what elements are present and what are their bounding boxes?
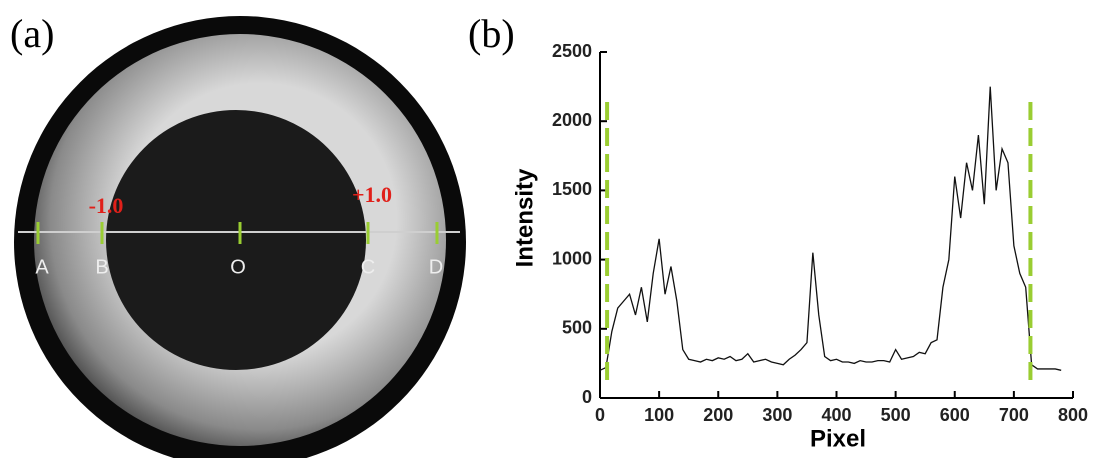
point-label: A — [35, 256, 49, 278]
y-tick-label: 2000 — [552, 110, 592, 130]
x-axis-label: Pixel — [810, 425, 866, 452]
y-tick-label: 1500 — [552, 179, 592, 199]
point-label: C — [361, 256, 375, 278]
scale-label: +1.0 — [352, 182, 392, 207]
panel-label: (a) — [10, 11, 54, 56]
x-tick-label: 400 — [821, 405, 851, 425]
panel-label: (b) — [468, 11, 515, 56]
x-tick-label: 100 — [644, 405, 674, 425]
panel-b: (b) Pixel Intensity 05001000150020002500… — [468, 11, 1088, 452]
scale-label: -1.0 — [89, 193, 124, 218]
y-axis-label: Intensity — [511, 168, 538, 267]
point-label: O — [230, 256, 246, 278]
point-label: D — [429, 256, 443, 278]
intensity-line — [599, 86, 1062, 371]
point-label: B — [95, 256, 108, 278]
markers — [36, 222, 439, 244]
x-tick-label: 700 — [999, 405, 1029, 425]
x-tick-label: 500 — [881, 405, 911, 425]
y-tick-label: 500 — [562, 318, 592, 338]
dark-core — [106, 110, 366, 370]
y-tick-label: 1000 — [552, 248, 592, 268]
x-tick-label: 800 — [1058, 405, 1088, 425]
x-tick-label: 200 — [703, 405, 733, 425]
y-tick-label: 2500 — [552, 41, 592, 61]
x-tick-label: 0 — [595, 405, 605, 425]
x-tick-label: 600 — [940, 405, 970, 425]
x-tick-label: 300 — [762, 405, 792, 425]
panel-a: (a) A B O C D -1.0 +1.0 — [10, 11, 466, 463]
y-tick-label: 0 — [582, 387, 592, 407]
